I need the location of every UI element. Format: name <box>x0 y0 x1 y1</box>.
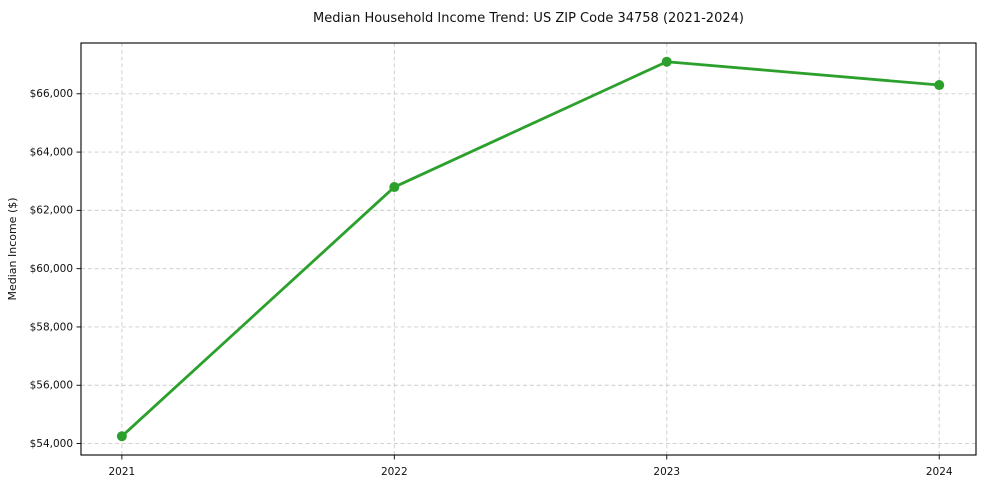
y-tick-label: $56,000 <box>30 380 73 392</box>
y-tick-label: $62,000 <box>30 205 73 217</box>
plot-border <box>80 42 977 456</box>
x-tick-label: 2022 <box>381 466 408 478</box>
chart-title: Median Household Income Trend: US ZIP Co… <box>313 11 744 26</box>
data-point-marker <box>934 80 945 91</box>
y-axis-label: Median Income ($) <box>6 197 19 300</box>
data-point-marker <box>661 56 672 67</box>
y-tick-label: $64,000 <box>30 146 73 158</box>
x-tick-label: 2023 <box>653 466 680 478</box>
y-tick-label: $66,000 <box>30 88 73 100</box>
y-tick-label: $60,000 <box>30 263 73 275</box>
data-point-marker <box>389 182 400 193</box>
data-point-marker <box>116 431 127 442</box>
x-tick-label: 2021 <box>109 466 136 478</box>
y-tick-label: $54,000 <box>30 438 73 450</box>
y-tick-label: $58,000 <box>30 321 73 333</box>
x-tick-label: 2024 <box>926 466 953 478</box>
income-trend-line <box>120 60 941 438</box>
